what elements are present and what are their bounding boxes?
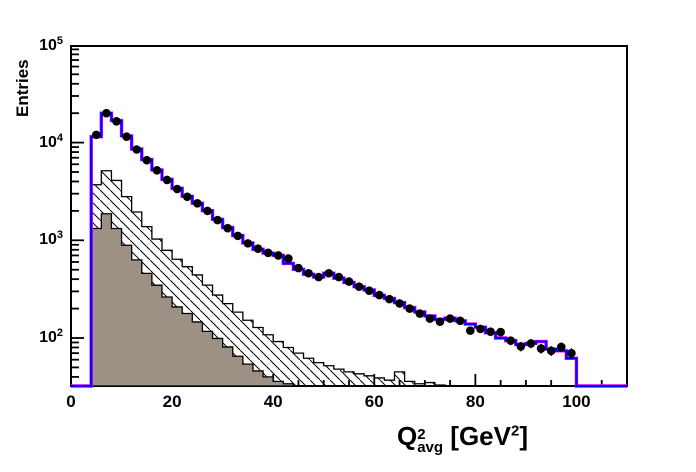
data-point-marker [273,251,283,260]
data-point-marker [556,342,566,352]
y-tick-label-10e3: 103 [39,229,63,249]
y-tick-label-10e4: 104 [39,131,63,151]
data-point-marker [455,316,465,326]
data-point-marker [466,326,475,335]
data-point-marker [526,339,536,348]
x-title-sup: 2 [417,426,426,444]
data-point-marker [112,117,121,126]
data-point-marker [243,239,253,248]
data-point-marker [415,309,425,318]
background-solid-histogram [71,213,295,387]
data-point-marker [496,327,505,337]
data-point-marker [263,248,273,258]
data-point-marker [132,145,142,154]
data-point-marker [375,290,384,300]
data-point-marker [91,130,101,140]
data-point-marker [223,223,232,233]
data-point-marker [385,294,394,304]
x-title-symbol: Q [396,421,418,451]
data-point-marker [284,254,293,263]
data-point-marker [314,272,323,282]
x-tick-label-40: 40 [263,392,283,411]
data-point-marker [435,317,445,326]
data-point-marker [294,263,303,273]
x-tick-label-0: 0 [66,392,76,411]
x-tick-label-60: 60 [364,392,384,411]
x-title-sub: avg [417,439,444,457]
data-point-marker [152,166,162,175]
data-point-marker [182,192,192,202]
data-point-marker [203,206,212,216]
data-point-marker [193,199,202,208]
data-point-marker [506,336,516,345]
data-point-marker [102,108,111,118]
x-title-unit-end: ] [519,421,528,451]
data-point-marker [233,231,243,241]
data-point-marker [172,184,182,194]
data-point-marker [364,286,374,295]
data-point-marker [213,215,222,225]
x-tick-label-80: 80 [465,392,485,411]
data-point-marker [122,132,131,141]
data-point-marker [546,346,556,356]
data-point-marker [425,314,435,323]
data-point-marker [445,314,455,323]
data-point-marker [476,324,485,334]
data-point-marker [516,342,526,351]
data-point-marker [162,175,172,185]
x-title-unit: [GeV [443,421,511,451]
data-point-marker [304,268,313,278]
data-point-marker [354,282,364,292]
data-point-marker [344,277,354,286]
data-point-marker [142,155,152,165]
y-axis-title: Entries [13,59,32,117]
data-point-marker [405,304,414,313]
data-point-marker [324,268,334,278]
x-title-unit-sup: 2 [510,422,520,440]
data-point-marker [567,348,576,358]
x-tick-label-20: 20 [162,392,182,411]
data-point-marker [395,299,404,308]
data-point-marker [253,244,263,254]
y-tick-label-10e5: 105 [39,34,63,55]
data-point-marker [486,327,495,337]
data-point-marker [334,272,344,282]
x-tick-label-100: 100 [562,392,591,411]
x-axis-title: Q 2 avg [GeV2] [396,421,528,457]
y-tick-label-10e2: 102 [39,326,63,347]
data-point-marker [536,344,546,353]
x-title-supsub: 2 avg [417,426,444,457]
